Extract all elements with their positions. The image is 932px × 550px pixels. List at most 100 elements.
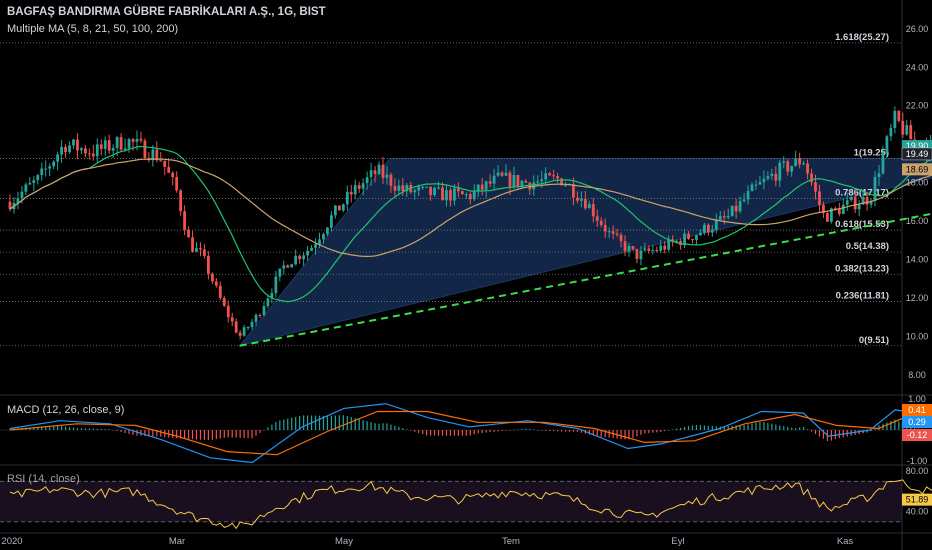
macd-histogram-bar bbox=[211, 430, 213, 440]
macd-histogram-bar bbox=[560, 430, 563, 432]
candle-body bbox=[385, 174, 389, 178]
macd-histogram-bar bbox=[80, 428, 83, 430]
candle-body bbox=[111, 147, 115, 151]
candle-body bbox=[730, 205, 734, 216]
macd-histogram-bar bbox=[652, 430, 654, 433]
candle-body bbox=[361, 183, 365, 189]
macd-histogram-bar bbox=[45, 426, 47, 430]
macd-histogram-bar bbox=[358, 419, 360, 430]
macd-histogram-bar bbox=[664, 430, 666, 432]
macd-histogram-bar bbox=[898, 421, 900, 430]
macd-histogram-bar bbox=[485, 430, 487, 433]
candle-body bbox=[294, 255, 298, 265]
candle-body bbox=[413, 190, 417, 193]
candle-body bbox=[488, 181, 492, 184]
candle-body bbox=[206, 255, 210, 274]
macd-histogram-bar bbox=[9, 428, 11, 430]
candle-body bbox=[191, 237, 194, 252]
price-tag bbox=[901, 147, 932, 161]
macd-histogram-bar bbox=[279, 420, 281, 430]
candle-body bbox=[56, 154, 60, 162]
candle-body bbox=[718, 216, 722, 220]
macd-histogram-bar bbox=[41, 426, 43, 430]
candle-body bbox=[20, 191, 24, 199]
candle-body bbox=[901, 120, 905, 135]
candle-body bbox=[218, 285, 222, 299]
macd-histogram-bar bbox=[334, 415, 336, 430]
macd-histogram-bar bbox=[501, 430, 503, 432]
indicator-legend[interactable]: Multiple MA (5, 8, 21, 50, 100, 200) bbox=[7, 23, 179, 35]
macd-histogram-bar bbox=[699, 425, 702, 430]
price-tag-value: 18.69 bbox=[906, 164, 929, 174]
macd-histogram-bar bbox=[76, 428, 79, 430]
macd-histogram-bar bbox=[382, 423, 384, 430]
price-tick-label: 16.00 bbox=[906, 216, 929, 226]
candle-body bbox=[151, 149, 155, 161]
candle-body bbox=[484, 181, 488, 190]
macd-histogram-bar bbox=[303, 415, 305, 430]
macd-histogram-bar bbox=[199, 430, 202, 440]
macd-histogram-bar bbox=[318, 415, 321, 430]
macd-histogram-bar bbox=[576, 430, 579, 432]
candle-body bbox=[576, 197, 579, 201]
candle-body bbox=[857, 204, 861, 210]
candle-body bbox=[175, 177, 179, 191]
price-tick-label: 18.00 bbox=[906, 178, 929, 188]
candle-body bbox=[667, 239, 671, 250]
macd-histogram-bar bbox=[112, 429, 114, 431]
macd-histogram-bar bbox=[771, 423, 773, 430]
macd-histogram-bar bbox=[473, 430, 475, 435]
macd-histogram-bar bbox=[291, 417, 293, 430]
candle-body bbox=[107, 140, 111, 151]
macd-histogram-bar bbox=[410, 430, 412, 431]
fib-level-label: 1(19.25) bbox=[854, 148, 889, 159]
macd-histogram-bar bbox=[564, 430, 567, 432]
macd-histogram-bar bbox=[342, 415, 344, 430]
candle-body bbox=[675, 240, 679, 243]
candle-body bbox=[266, 298, 270, 307]
macd-histogram-bar bbox=[525, 428, 527, 430]
macd-title: MACD (12, 26, close, 9) bbox=[7, 404, 124, 416]
candle-body bbox=[250, 321, 254, 328]
candle-body bbox=[564, 185, 567, 187]
candle-body bbox=[774, 173, 778, 181]
candle-body bbox=[76, 139, 79, 151]
macd-histogram-bar bbox=[433, 430, 436, 436]
candle-body bbox=[706, 224, 710, 233]
rsi-band-fill bbox=[0, 481, 902, 522]
candle-body bbox=[429, 186, 433, 196]
macd-signal-line bbox=[9, 410, 932, 456]
macd-histogram-bar bbox=[418, 430, 420, 433]
macd-histogram-bar bbox=[231, 430, 233, 438]
candle-body bbox=[337, 205, 341, 211]
candle-body bbox=[87, 153, 91, 155]
candle-body bbox=[746, 191, 750, 200]
macd-histogram-bar bbox=[648, 430, 650, 434]
macd-histogram-bar bbox=[553, 430, 555, 432]
price-tick-label: 22.00 bbox=[906, 101, 929, 111]
macd-histogram-bar bbox=[783, 426, 785, 430]
macd-histogram-bar bbox=[191, 430, 194, 440]
candle-body bbox=[389, 174, 393, 187]
macd-histogram-bar bbox=[679, 427, 682, 430]
candle-body bbox=[583, 198, 587, 209]
macd-histogram-bar bbox=[370, 422, 372, 430]
candle-body bbox=[44, 168, 48, 170]
candle-body bbox=[516, 174, 520, 187]
candle-body bbox=[504, 172, 508, 176]
candle-body bbox=[369, 170, 373, 178]
candle-body bbox=[40, 168, 44, 176]
candle-body bbox=[472, 191, 476, 200]
rsi-tick-label: 80.00 bbox=[906, 466, 929, 476]
candle-body bbox=[897, 110, 901, 121]
fib-level-label: 0.786(17.17) bbox=[835, 188, 889, 199]
macd-histogram-bar bbox=[354, 418, 356, 430]
candle-body bbox=[28, 182, 32, 185]
macd-histogram-bar bbox=[894, 419, 896, 430]
candle-body bbox=[881, 152, 885, 174]
candle-body bbox=[631, 246, 635, 250]
candle-body bbox=[397, 185, 401, 191]
candle-body bbox=[445, 190, 448, 201]
candle-body bbox=[349, 191, 353, 195]
